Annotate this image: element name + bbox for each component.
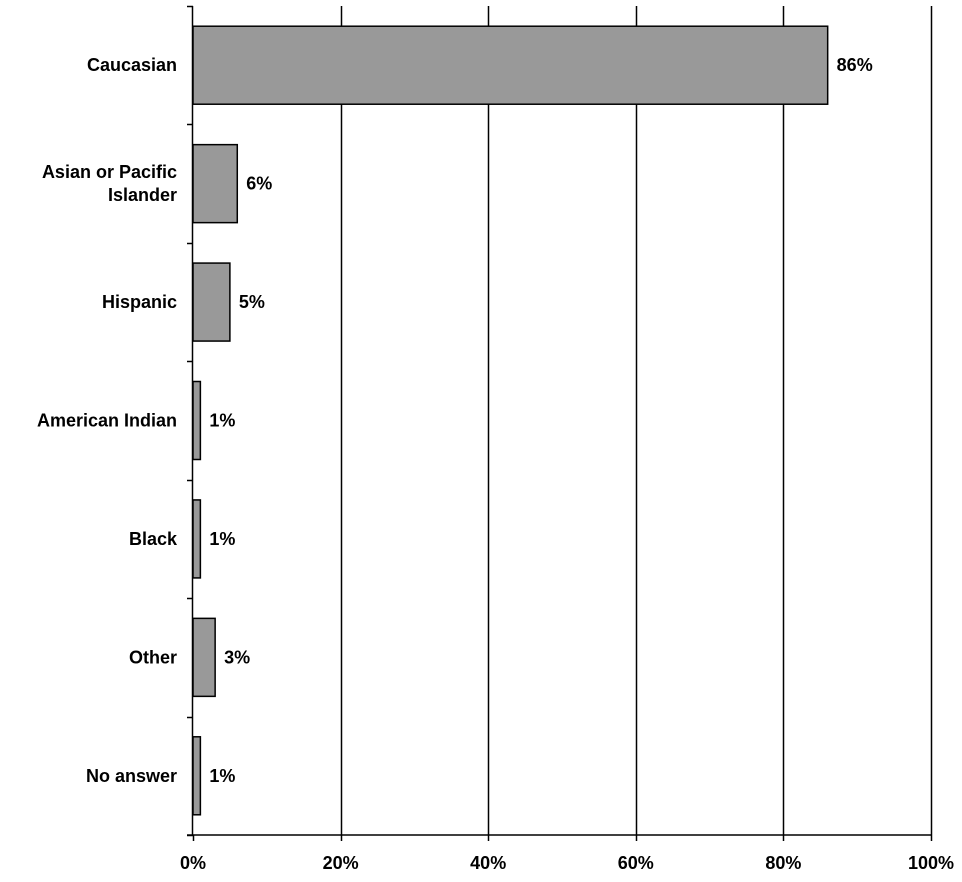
category-label-6: No answer: [86, 766, 177, 786]
x-tick-label-100: 100%: [908, 853, 954, 873]
x-tick-label-0: 0%: [180, 853, 206, 873]
category-label-4: Black: [129, 529, 178, 549]
bar-0: [192, 25, 829, 105]
bar-6: [192, 736, 202, 816]
bar-4: [192, 499, 202, 579]
x-tick-label-80: 80%: [765, 853, 801, 873]
category-label-5: Other: [129, 647, 177, 667]
x-tick-label-20: 20%: [323, 853, 359, 873]
category-label-0: Caucasian: [87, 55, 177, 75]
data-label-0: 86%: [837, 55, 873, 75]
data-label-1: 6%: [246, 174, 272, 194]
x-tick-label-60: 60%: [618, 853, 654, 873]
data-label-2: 5%: [239, 292, 265, 312]
data-label-3: 1%: [209, 411, 235, 431]
category-label-3: American Indian: [37, 411, 177, 431]
data-label-5: 3%: [224, 647, 250, 667]
bar-1: [192, 143, 239, 224]
bar-2: [192, 262, 231, 342]
category-label-2: Hispanic: [102, 292, 177, 312]
x-tick-label-40: 40%: [470, 853, 506, 873]
data-label-4: 1%: [209, 529, 235, 549]
data-label-6: 1%: [209, 766, 235, 786]
category-label-1: Asian or Pacific Islander: [42, 162, 177, 205]
bar-3: [192, 380, 202, 461]
bar-5: [192, 617, 216, 698]
